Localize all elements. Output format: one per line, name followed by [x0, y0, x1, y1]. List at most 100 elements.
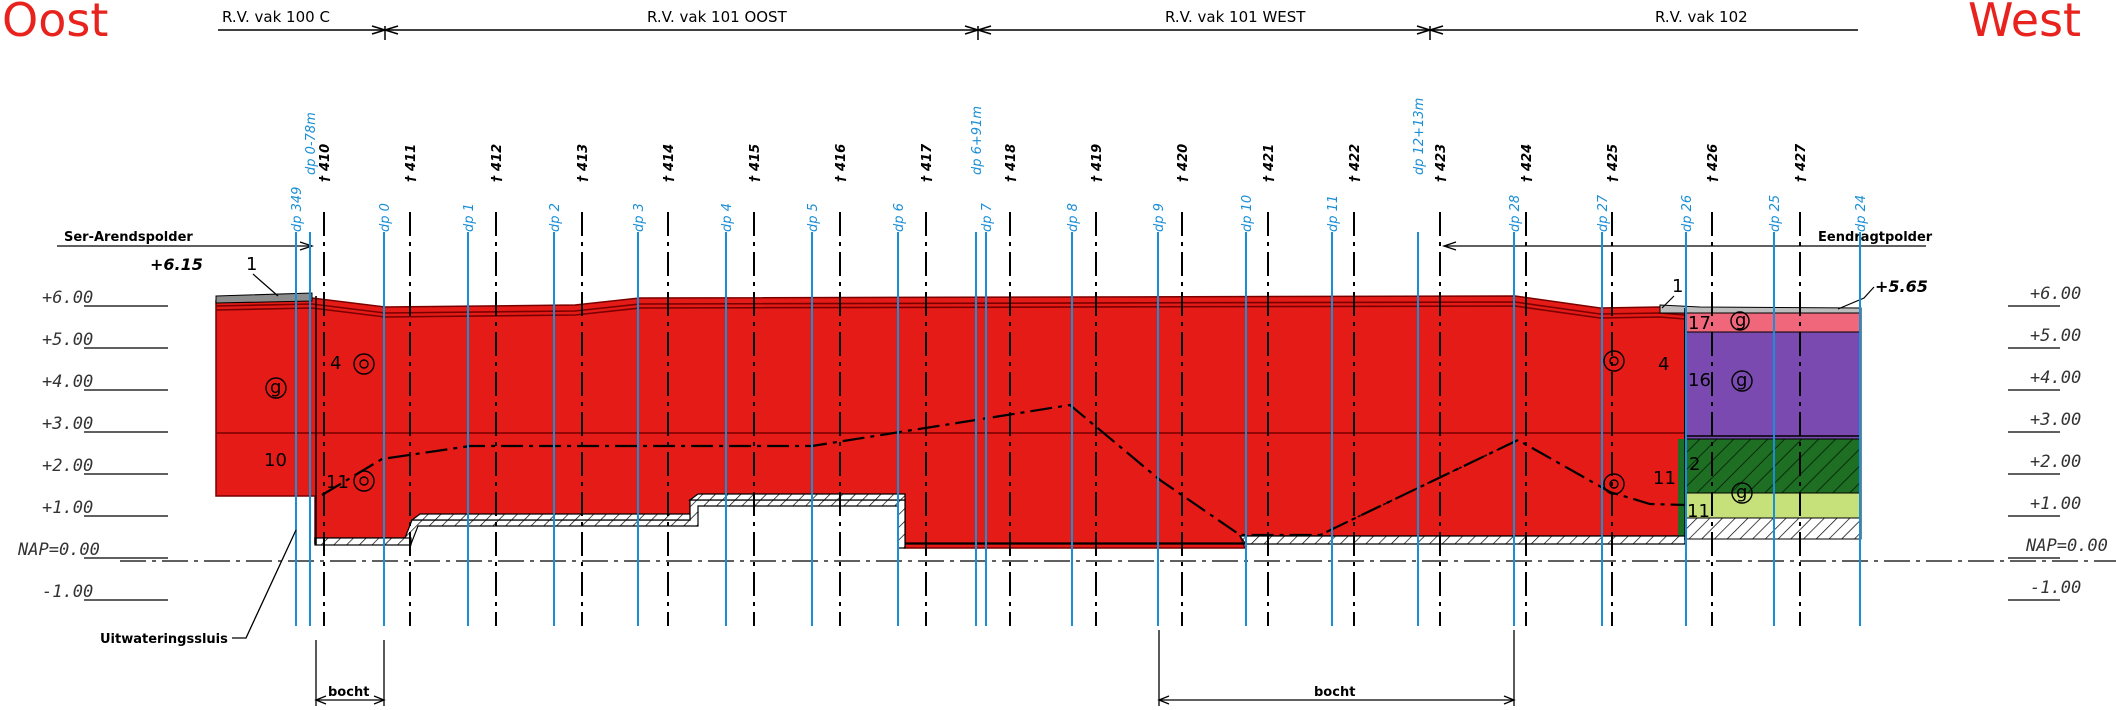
dp-label-14: dp 11	[1326, 195, 1341, 232]
hm-label-414: † 414	[662, 144, 677, 182]
dp-label-9: dp 6+91m	[970, 106, 985, 175]
layer-num-4-left: 4	[330, 353, 341, 374]
level-left-5: +5.00	[42, 330, 93, 350]
dp-label-8: dp 6	[892, 203, 907, 232]
polder-label-left: Ser-Arendspolder	[64, 230, 193, 245]
hm-label-425: † 425	[1606, 144, 1621, 182]
layer-num-17: 17	[1688, 313, 1711, 334]
dp-label-20: dp 24	[1854, 195, 1869, 232]
soil-g-left: g	[270, 377, 281, 398]
level-left-4: +4.00	[42, 372, 93, 392]
levels-right: +6.00 +5.00 +4.00 +3.00 +2.00 +1.00 NAP=…	[2008, 284, 2108, 601]
bocht-label-left: bocht	[328, 685, 369, 700]
hm-label-421: † 421	[1262, 144, 1277, 182]
level-left-1: +1.00	[42, 498, 93, 518]
bocht-label-right: bocht	[1314, 685, 1355, 700]
hm-label-423: † 423	[1434, 144, 1449, 182]
dp-label-10: dp 7	[980, 202, 995, 232]
hm-label-424: † 424	[1520, 144, 1535, 182]
level-left-3: +3.00	[42, 414, 93, 434]
dp-label-11: dp 8	[1066, 203, 1081, 232]
hm-label-413: † 413	[576, 144, 591, 182]
section-label-101-oost: R.V. vak 101 OOST	[647, 8, 788, 26]
hm-label-417: † 417	[920, 143, 935, 182]
hm-label-410: † 410	[318, 144, 333, 182]
section-label-102: R.V. vak 102	[1655, 8, 1748, 26]
section-header	[218, 25, 1858, 40]
hm-label-427: † 427	[1794, 143, 1809, 182]
layer-num-1-right: 1	[1672, 276, 1683, 297]
bocht-dimensions	[314, 630, 1516, 706]
direction-left: Oost	[2, 0, 108, 47]
section-label-101-west: R.V. vak 101 WEST	[1165, 8, 1306, 26]
layer-num-10: 10	[264, 450, 287, 471]
polder-label-right: Eendragtpolder	[1818, 230, 1933, 245]
dp-marker-lines: dp 349 dp 0-78m dp 0 dp 1 dp 2 dp 3 dp 4 dp 5 dp…	[290, 98, 1869, 626]
dike-main-fill	[215, 295, 1686, 549]
dp-label-4: dp 2	[548, 203, 563, 232]
hm-label-416: † 416	[834, 144, 849, 182]
dp-label-19: dp 25	[1768, 195, 1783, 232]
hm-label-426: † 426	[1706, 144, 1721, 182]
hm-label-415: † 415	[748, 144, 763, 182]
level-right-5: +5.00	[2030, 326, 2081, 346]
soil-markers	[265, 311, 1753, 504]
level-right-2: +2.00	[2030, 452, 2081, 472]
hm-label-412: † 412	[490, 144, 505, 182]
layer-num-1-right-leader	[1661, 295, 1675, 309]
sluis-leader	[232, 529, 297, 639]
polder-arrows	[57, 241, 1926, 251]
level-right-1: +1.00	[2030, 494, 2081, 514]
level-left-minus1: -1.00	[42, 582, 93, 602]
layer-annotations: 1 1 4 4 10 11 11 11 16 17 2	[246, 254, 1711, 522]
layer-num-11-left: 11	[326, 472, 349, 493]
elevation-right-leader	[1837, 286, 1875, 310]
level-right-nap: NAP=0.00	[2025, 536, 2108, 556]
hm-label-419: † 419	[1090, 144, 1105, 182]
dp-label-2: dp 0	[378, 203, 393, 232]
layer-num-11-right: 11	[1653, 468, 1676, 489]
grass-cover-left	[215, 292, 313, 304]
layer-num-1-left: 1	[246, 254, 257, 275]
dp-label-6: dp 4	[720, 203, 735, 232]
soil-g-pink: g	[1735, 310, 1746, 331]
hm-label-422: † 422	[1348, 144, 1363, 182]
dp-label-13: dp 10	[1240, 195, 1255, 232]
layer-num-11-base: 11	[1687, 501, 1710, 522]
dp-label-15: dp 12+13m	[1412, 98, 1427, 175]
level-left-2: +2.00	[42, 456, 93, 476]
layer-num-16: 16	[1688, 370, 1711, 391]
elevation-right: +5.65	[1875, 277, 1928, 296]
hm-label-418: † 418	[1004, 144, 1019, 182]
hm-marker-lines: † 410 † 411 † 412 † 413 † 414 † 415 † 416 † 417…	[318, 143, 1809, 626]
level-left-nap: NAP=0.00	[17, 540, 100, 560]
level-right-4: +4.00	[2030, 368, 2081, 388]
grass-cover-right	[1659, 304, 1862, 314]
dp-label-12: dp 9	[1152, 203, 1167, 232]
dp-label-7: dp 5	[806, 203, 821, 232]
elevation-left: +6.15	[150, 255, 203, 274]
phreatic-line-dotted	[1319, 439, 1519, 536]
levels-left: +6.00 +5.00 +4.00 +3.00 +2.00 +1.00 NAP=…	[17, 288, 168, 602]
dike-body	[215, 295, 1686, 549]
layer-green-left-step	[1678, 439, 1685, 536]
hm-label-411: † 411	[404, 144, 419, 182]
dp-label-3: dp 1	[462, 203, 477, 232]
dp-label-17: dp 27	[1596, 194, 1611, 232]
dp-label-16: dp 28	[1508, 195, 1523, 232]
direction-right: West	[1968, 0, 2081, 47]
soil-g-purple: g	[1736, 370, 1747, 391]
dp-label-0: dp 349	[290, 187, 305, 232]
soil-g-green: g	[1736, 482, 1747, 503]
layer-num-4-right: 4	[1658, 354, 1669, 375]
level-left-6: +6.00	[42, 288, 93, 308]
level-right-3: +3.00	[2030, 410, 2081, 430]
level-right-6: +6.00	[2030, 284, 2081, 304]
dp-label-5: dp 3	[632, 203, 647, 232]
section-label-100c: R.V. vak 100 C	[222, 8, 330, 26]
level-right-minus1: -1.00	[2030, 578, 2081, 598]
sluis-label: Uitwateringssluis	[100, 632, 228, 647]
layer-num-1-left-leader	[252, 273, 279, 297]
dp-label-1: dp 0-78m	[304, 112, 319, 175]
